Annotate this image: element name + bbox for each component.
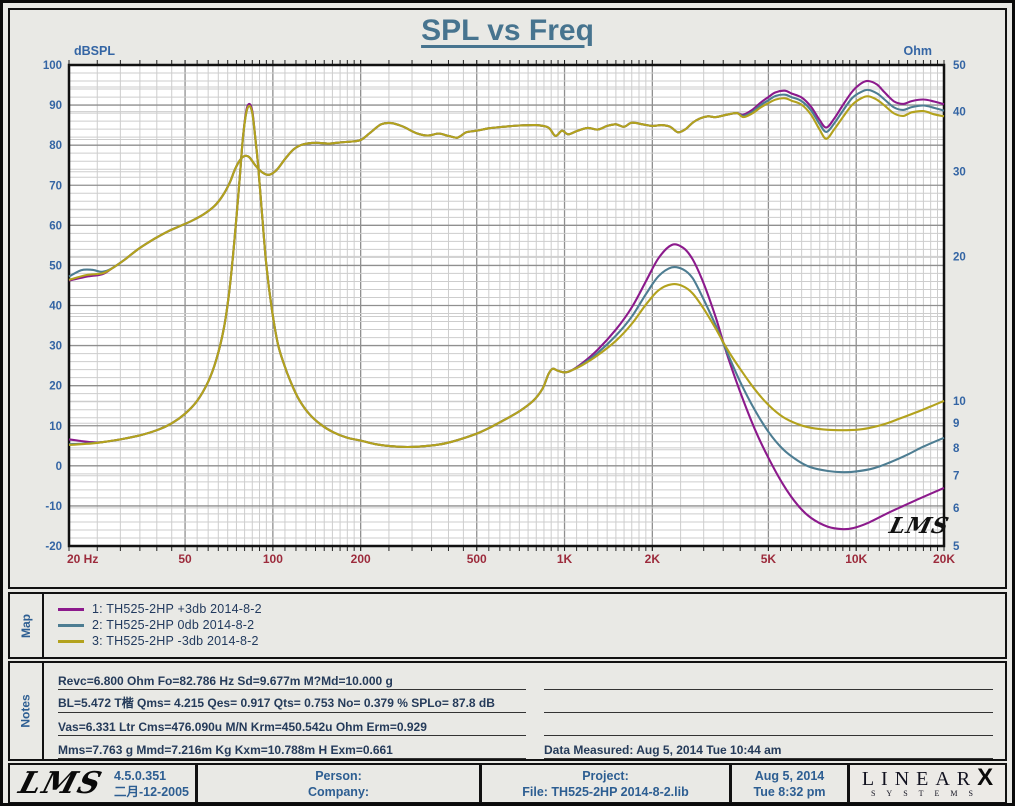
spl-vs-freq-plot: 1009080706050403020100-10-20504030201098… bbox=[43, 44, 966, 566]
svg-text:10K: 10K bbox=[845, 552, 867, 566]
notes-side-cell: Notes bbox=[10, 663, 44, 759]
svg-text:200: 200 bbox=[351, 552, 371, 566]
legend-item-label: 3: TH525-2HP -3db 2014-8-2 bbox=[92, 634, 259, 648]
data-measured-line: Data Measured: Aug 5, 2014 Tue 10:44 am bbox=[544, 737, 993, 759]
svg-text:60: 60 bbox=[49, 220, 62, 232]
curve1-swatch bbox=[58, 607, 84, 611]
svg-text:8: 8 bbox=[953, 443, 960, 455]
notes-right-line-1 bbox=[544, 668, 993, 690]
svg-text:5: 5 bbox=[953, 541, 960, 553]
curve-spl-minus3db bbox=[68, 95, 945, 281]
svg-text:10: 10 bbox=[953, 396, 966, 408]
svg-text:Ohm: Ohm bbox=[904, 44, 932, 58]
svg-text:50: 50 bbox=[178, 552, 192, 566]
curve3-swatch bbox=[58, 639, 84, 643]
linearx-wordmark: LINEARX bbox=[861, 764, 994, 791]
notes-section: Notes Revc=6.800 Ohm Fo=82.786 Hz Sd=9.6… bbox=[8, 661, 1007, 761]
lms-logo: LMS bbox=[14, 766, 107, 801]
page-title: SPL vs Freq bbox=[421, 14, 594, 47]
notes-right-line-3 bbox=[544, 714, 993, 736]
notes-row: Vas=6.331 Ltr Cms=476.090u M/N Krm=450.5… bbox=[58, 714, 993, 736]
svg-text:7: 7 bbox=[953, 471, 959, 483]
project-file-cell: Project: File: TH525-2HP 2014-8-2.lib bbox=[482, 765, 732, 802]
project-label: Project: bbox=[582, 768, 629, 783]
legend-item: 1: TH525-2HP +3db 2014-8-2 bbox=[58, 601, 262, 617]
notes-line-tsparams-1: Revc=6.800 Ohm Fo=82.786 Hz Sd=9.677m M?… bbox=[58, 668, 526, 690]
linearx-logo: LINEARX SYSTEMS bbox=[850, 765, 1005, 802]
svg-text:-20: -20 bbox=[45, 541, 62, 553]
svg-text:40: 40 bbox=[49, 301, 62, 313]
svg-text:50: 50 bbox=[49, 260, 62, 272]
person-label: Person: bbox=[315, 768, 362, 783]
svg-text:40: 40 bbox=[953, 107, 966, 119]
notes-line-tsparams-2: BL=5.472 T楷 Qms= 4.215 Qes= 0.917 Qts= 0… bbox=[58, 691, 526, 713]
svg-text:30: 30 bbox=[49, 341, 62, 353]
svg-text:20: 20 bbox=[953, 251, 966, 263]
datetime-cell: Aug 5, 2014 Tue 8:32 pm bbox=[732, 765, 850, 802]
svg-text:90: 90 bbox=[49, 100, 62, 112]
svg-text:100: 100 bbox=[43, 60, 62, 72]
legend-item-label: 2: TH525-2HP 0db 2014-8-2 bbox=[92, 618, 255, 632]
linearx-systems-text: SYSTEMS bbox=[870, 789, 984, 798]
svg-text:9: 9 bbox=[953, 418, 959, 430]
map-label: Map bbox=[19, 613, 33, 638]
file-label: File: TH525-2HP 2014-8-2.lib bbox=[522, 784, 689, 799]
svg-text:20K: 20K bbox=[933, 552, 955, 566]
curve-imp-minus3db bbox=[68, 104, 945, 449]
svg-text:70: 70 bbox=[49, 180, 62, 192]
notes-row: BL=5.472 T楷 Qms= 4.215 Qes= 0.917 Qts= 0… bbox=[58, 691, 993, 713]
notes-content: Revc=6.800 Ohm Fo=82.786 Hz Sd=9.677m M?… bbox=[44, 663, 1005, 759]
svg-text:500: 500 bbox=[467, 552, 487, 566]
app-version: 4.5.0.351 bbox=[113, 768, 167, 783]
notes-label: Notes bbox=[19, 694, 33, 728]
svg-text:30: 30 bbox=[953, 167, 966, 179]
legend-item-label: 1: TH525-2HP +3db 2014-8-2 bbox=[92, 602, 262, 616]
map-side-cell: Map bbox=[10, 594, 44, 657]
legend-item: 3: TH525-2HP -3db 2014-8-2 bbox=[58, 633, 262, 649]
map-section: Map 1: TH525-2HP +3db 2014-8-2 2: TH525-… bbox=[8, 592, 1007, 659]
notes-line-tsparams-3: Vas=6.331 Ltr Cms=476.090u M/N Krm=450.5… bbox=[58, 714, 526, 736]
svg-text:10: 10 bbox=[49, 421, 62, 433]
person-company-cell: Person: Company: bbox=[198, 765, 482, 802]
svg-text:20 Hz: 20 Hz bbox=[67, 552, 98, 566]
svg-text:dBSPL: dBSPL bbox=[74, 44, 115, 58]
svg-text:80: 80 bbox=[49, 140, 62, 152]
svg-text:6: 6 bbox=[953, 503, 959, 515]
legend-item: 2: TH525-2HP 0db 2014-8-2 bbox=[58, 617, 262, 633]
notes-line-tsparams-4: Mms=7.763 g Mmd=7.216m Kg Kxm=10.788m H … bbox=[58, 737, 526, 759]
svg-text:100: 100 bbox=[263, 552, 283, 566]
svg-text:1K: 1K bbox=[557, 552, 573, 566]
notes-row: Revc=6.800 Ohm Fo=82.786 Hz Sd=9.677m M?… bbox=[58, 668, 993, 690]
svg-text:5K: 5K bbox=[761, 552, 777, 566]
svg-text:0: 0 bbox=[56, 461, 62, 473]
app-build-date: 二月-12-2005 bbox=[113, 784, 190, 799]
legend-list: 1: TH525-2HP +3db 2014-8-2 2: TH525-2HP … bbox=[44, 594, 262, 657]
notes-right-line-2 bbox=[544, 691, 993, 713]
svg-text:20: 20 bbox=[49, 381, 62, 393]
status-bar: LMS 4.5.0.351 二月-12-2005 Person: Company… bbox=[8, 763, 1007, 803]
curve2-swatch bbox=[58, 623, 84, 627]
svg-text:50: 50 bbox=[953, 60, 966, 72]
version-cell: LMS 4.5.0.351 二月-12-2005 bbox=[10, 765, 198, 802]
notes-row: Mms=7.763 g Mmd=7.216m Kg Kxm=10.788m H … bbox=[58, 737, 993, 759]
chart-section: 100 90 80 70 60 50 40 30 20 10 0 -10 -20 50 40 30 20 10 9 8… bbox=[8, 8, 1007, 589]
report-date: Aug 5, 2014 bbox=[754, 768, 825, 783]
svg-text:2K: 2K bbox=[645, 552, 661, 566]
company-label: Company: bbox=[307, 784, 370, 799]
report-time: Tue 8:32 pm bbox=[753, 784, 826, 799]
linearx-x: X bbox=[977, 764, 994, 791]
svg-text:-10: -10 bbox=[45, 501, 62, 513]
lms-watermark: LMS bbox=[886, 513, 952, 539]
